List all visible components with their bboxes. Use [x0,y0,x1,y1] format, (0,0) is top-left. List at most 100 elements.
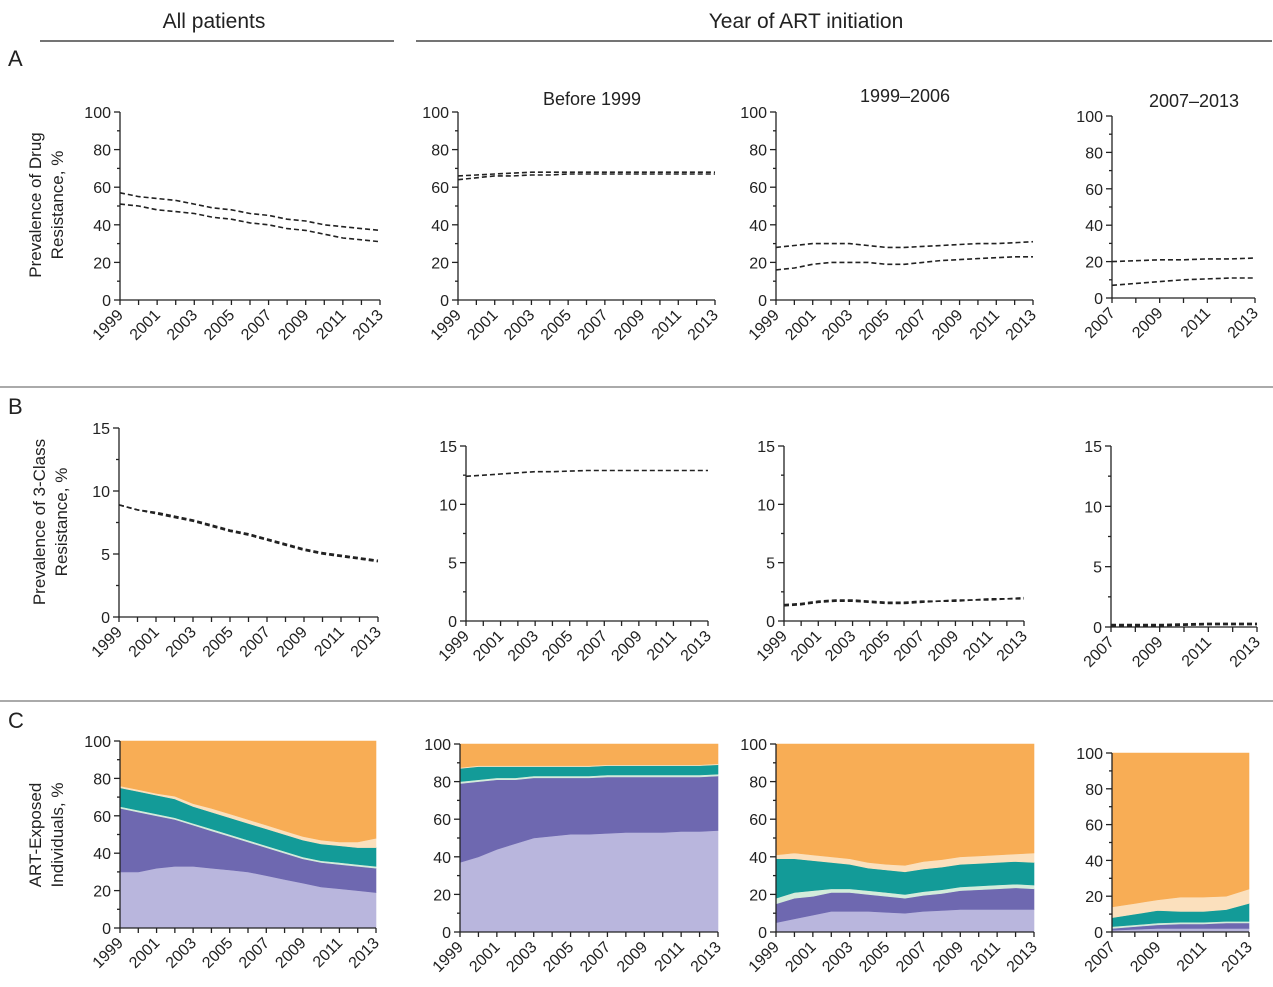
dashed-line-1 [465,469,708,478]
y-tick-label: 100 [1076,109,1103,126]
chart-C-1999-2006: 0 20 40 60 80 100 1999 2001 2003 2005 2007 2009 2011… [740,737,1041,976]
y-tick-label: 60 [749,180,767,197]
x-tick-label: 2005 [856,307,893,344]
y-tick-label: 60 [1085,818,1103,835]
x-tick-label: 2009 [1129,305,1166,342]
x-tick-label: 2001 [470,628,507,665]
x-tick-label: 2013 [1227,634,1264,671]
y-tick-label: 0 [101,610,110,627]
x-tick-label: 2011 [644,628,680,664]
y-tick-label: 60 [93,180,111,197]
x-tick-label: 2005 [856,939,893,976]
x-tick-label: 2005 [200,624,237,661]
chart-A-1999-2006: 0 20 40 60 80 100 1999 2001 2003 2005 2007 2009 2011… [740,105,1040,344]
x-tick-label: 2013 [348,624,385,661]
y-tick-label: 0 [758,293,767,310]
x-tick-label: 2013 [346,935,383,972]
y-tick-label: 10 [92,484,110,501]
x-tick-label: 2005 [201,307,238,344]
area-layer-6 [459,743,719,768]
panel-label-a: A [8,46,23,71]
x-tick-label: 2011 [967,307,1003,343]
y-tick-label: 5 [448,556,457,573]
y-tick-label: 40 [93,846,111,863]
x-tick-label: 2013 [685,307,722,344]
y-tick-label: 10 [1084,499,1102,516]
x-tick-label: 1999 [89,624,126,661]
x-tick-label: 2009 [608,628,645,665]
y-tick-label: 5 [101,547,110,564]
x-tick-label: 2001 [788,628,825,665]
x-tick-label: 2003 [819,939,856,976]
y-tick-label: 15 [757,439,775,456]
y-tick-label: 0 [1094,291,1103,308]
y-tick-label: 100 [84,734,111,751]
x-tick-label: 2011 [1174,939,1210,975]
x-tick-label: 1999 [430,939,467,976]
y-tick-label: 20 [749,255,767,272]
y-tick-label: 0 [102,293,111,310]
y-tick-label: 40 [1085,853,1103,870]
y-tick-label: 20 [431,255,449,272]
y-tick-label: 0 [1094,925,1103,942]
x-tick-label: 2011 [652,939,688,975]
group-title-2007-2013: 2007–2013 [1149,91,1239,111]
y-tick-label: 20 [433,887,451,904]
panel-label-c: C [8,708,24,733]
x-tick-label: 1999 [428,307,465,344]
x-tick-label: 2009 [614,939,651,976]
y-tick-label: 100 [422,105,449,122]
y-tick-label: 60 [1085,182,1103,199]
x-tick-label: 2009 [272,935,309,972]
y-tick-label: 20 [1085,255,1103,272]
area-layer-6 [119,740,377,843]
x-tick-label: 2003 [163,935,200,972]
x-tick-label: 2007 [238,307,275,344]
x-tick-label: 2009 [611,307,648,344]
header-year-of-art-initiation: Year of ART initiation [709,10,904,33]
x-tick-label: 2001 [126,624,163,661]
x-tick-label: 2003 [503,939,540,976]
dashed-line-2 [119,203,381,243]
x-tick-label: 2013 [1225,305,1262,342]
y-tick-label: 80 [93,143,111,160]
y-tick-label: 40 [749,218,767,235]
x-tick-label: 2007 [1081,634,1118,671]
dashed-line-2 [783,598,1024,607]
y-tick-label: 0 [766,614,775,631]
x-tick-label: 2009 [929,307,966,344]
y-tick-label: 0 [1093,620,1102,637]
x-tick-label: 2007 [236,935,273,972]
x-tick-label: 2011 [310,935,346,971]
x-tick-label: 2001 [126,935,163,972]
y-tick-label: 20 [93,255,111,272]
y-tick-label: 100 [1076,746,1103,763]
y-tick-label: 100 [84,105,111,122]
dashed-line-2 [775,256,1033,271]
y-tick-label: 100 [740,737,767,754]
header-all-patients: All patients [163,10,266,33]
x-tick-label: 1999 [746,307,783,344]
x-tick-label: 1999 [746,939,783,976]
ylabel-b-line1: Prevalence of 3-Class [30,439,49,605]
panel-label-b: B [8,394,23,419]
chart-B-2007-2013: 0 5 10 15 2007 2009 2011 2013 [1081,439,1264,671]
y-tick-label: 0 [758,925,767,942]
x-tick-label: 1999 [90,307,127,344]
x-tick-label: 2011 [313,307,349,343]
x-tick-label: 2007 [1082,939,1119,976]
x-tick-label: 2007 [237,624,274,661]
y-tick-label: 15 [439,439,457,456]
x-tick-label: 2013 [994,628,1031,665]
x-tick-label: 2005 [538,307,575,344]
y-tick-label: 15 [92,421,110,438]
y-tick-label: 0 [448,614,457,631]
dashed-line-1 [775,240,1034,249]
ylabel-a-line1: Prevalence of Drug [26,132,45,278]
y-tick-label: 0 [102,921,111,938]
y-tick-label: 10 [439,497,457,514]
dashed-line-2 [118,504,379,563]
dashed-line-1 [1111,622,1257,626]
